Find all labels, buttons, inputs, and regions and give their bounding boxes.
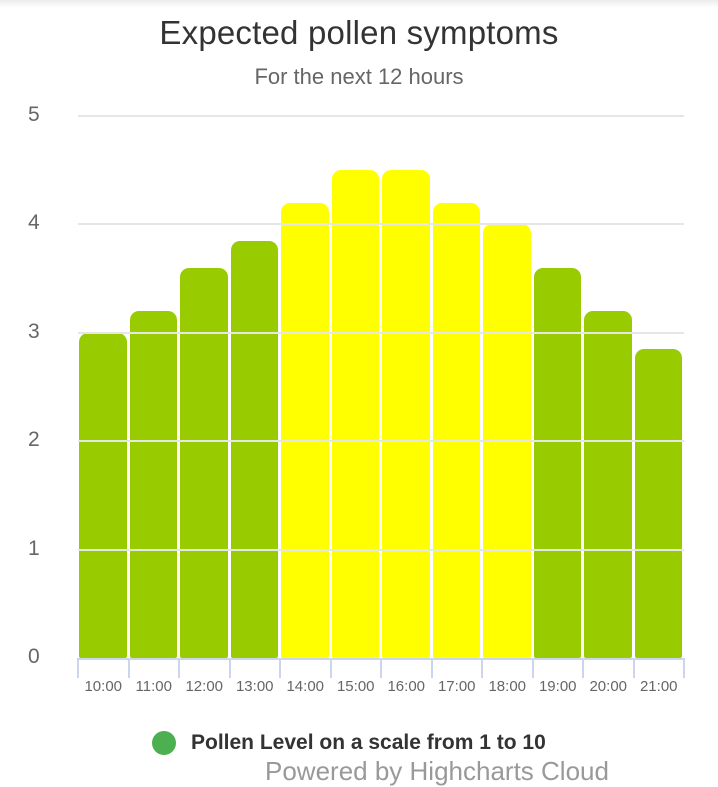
x-tick [127,658,130,678]
chart-title: Expected pollen symptoms [159,14,559,51]
y-tick-label: 5 [28,103,40,126]
bar-1900[interactable] [533,267,581,658]
x-tick [430,658,433,678]
x-tick-label: 13:00 [235,678,274,695]
y-tick-label: 3 [28,319,40,343]
bar-1000[interactable] [79,332,127,658]
y-tick-label: 0 [28,645,40,668]
x-tick-label: 11:00 [135,678,172,695]
y-tick-label: 4 [28,211,40,235]
x-tick [582,658,584,678]
top-shadow [0,0,718,8]
gridline [78,331,684,334]
x-tick [329,658,332,678]
legend-marker-icon [152,731,176,755]
legend-label: Pollen Level on a scale from 1 to 10 [191,731,546,754]
bar-1500[interactable] [331,170,379,658]
x-tick [228,658,231,678]
bar-1600[interactable] [382,170,430,658]
x-tick [683,658,685,678]
x-tick [632,658,635,678]
x-tick [531,658,534,678]
x-tick-label: 19:00 [538,678,577,695]
x-tick-label: 15:00 [336,678,375,695]
x-tick-label: 18:00 [488,678,527,695]
bar-1300[interactable] [230,240,278,658]
x-tick-label: 10:00 [84,678,123,695]
gridline [78,223,684,226]
y-tick-label: 1 [28,536,40,560]
legend-item[interactable]: Pollen Level on a scale from 1 to 10 [152,731,546,755]
x-tick-label: 20:00 [589,678,628,695]
gridline [78,440,684,443]
x-tick-label: 12:00 [185,678,224,695]
bar-2100[interactable] [634,349,682,658]
plot-area [78,116,684,658]
chart-subtitle: For the next 12 hours [254,64,464,89]
gridline [78,548,684,551]
x-tick [178,658,180,678]
gridline [78,115,684,117]
bar-1400[interactable] [281,202,329,658]
bar-1100[interactable] [129,311,177,658]
credits-link[interactable]: Powered by Highcharts Cloud [265,756,609,786]
x-tick [279,658,281,678]
x-tick [481,658,483,678]
bar-2000[interactable] [584,311,632,658]
x-tick-label: 17:00 [437,678,476,695]
x-tick [380,658,382,678]
x-tick-label: 16:00 [387,678,426,695]
y-tick-label: 2 [28,428,40,452]
x-tick-label: 21:00 [639,678,678,695]
x-tick [77,658,79,678]
x-tick-label: 14:00 [286,678,325,695]
bar-1200[interactable] [180,267,228,658]
bar-1700[interactable] [432,202,480,658]
